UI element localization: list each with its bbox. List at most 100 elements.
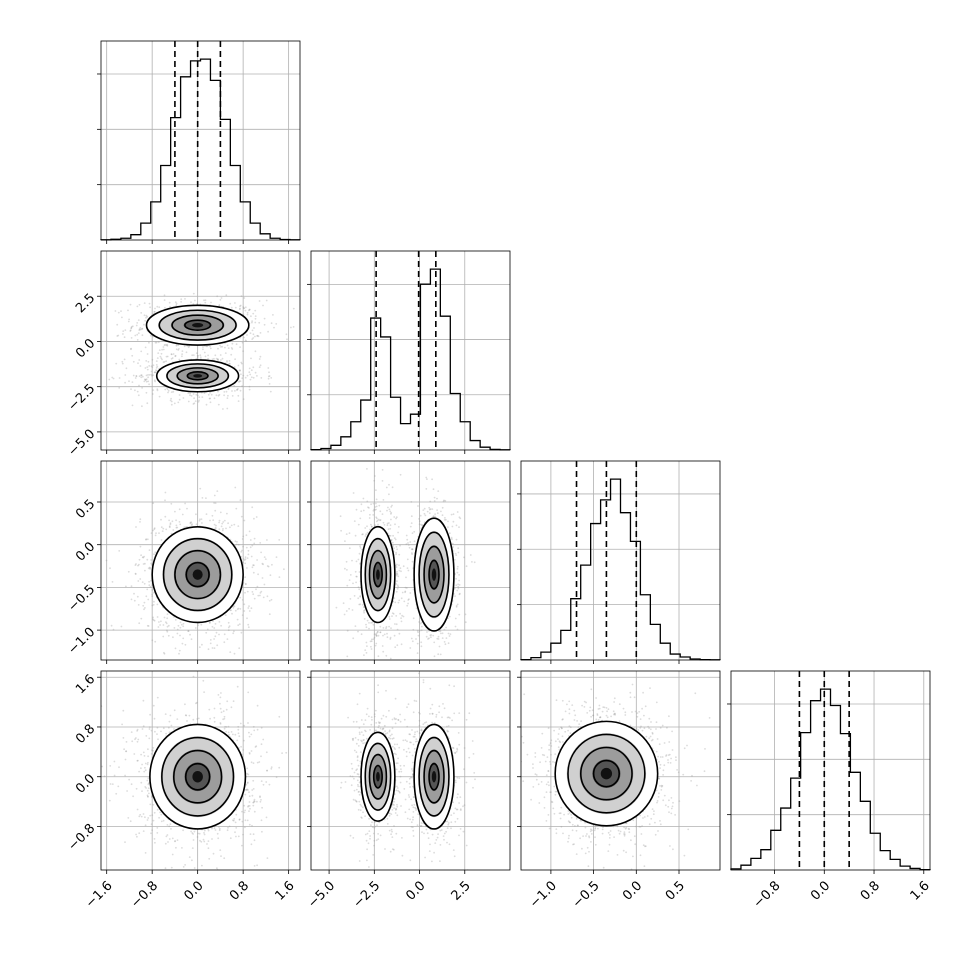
scatter-point [357,630,359,633]
scatter-point [227,347,230,349]
scatter-point [208,397,211,400]
scatter-point [246,311,249,314]
scatter-point [150,579,152,582]
scatter-point [144,319,147,322]
scatter-point [233,605,236,608]
scatter-point [187,392,190,394]
scatter-point [248,385,251,388]
scatter-point [391,504,393,507]
scatter-point [159,624,162,626]
scatter-point [387,506,389,509]
scatter-point [381,480,384,482]
scatter-point [443,641,446,643]
scatter-point [206,843,208,845]
scatter-point [379,631,382,634]
scatter-point [445,637,448,639]
scatter-point [146,624,149,627]
scatter-point [165,732,168,735]
scatter-point [447,526,449,528]
scatter-point [428,512,431,515]
scatter-point [145,391,148,394]
scatter-point [237,543,240,546]
scatter-point [223,391,226,393]
scatter-point [217,390,219,393]
scatter-point [393,547,395,550]
scatter-point [182,625,185,628]
scatter-point [252,571,255,574]
scatter-point [158,621,160,623]
scatter-point [438,645,441,648]
scatter-point [208,621,211,624]
scatter-point [381,513,384,515]
scatter-point [129,329,132,332]
scatter-point [245,546,248,549]
scatter-point [194,627,197,629]
scatter-point [143,555,146,558]
scatter-point [268,375,271,377]
scatter-point [140,374,143,377]
scatter-point [130,327,133,330]
scatter-point [209,717,212,720]
scatter-point [170,403,173,406]
scatter-point [271,563,273,566]
scatter-point [187,630,190,632]
scatter-point [163,360,166,363]
scatter-point [203,392,206,394]
scatter-point [227,629,230,632]
scatter-point [155,369,157,371]
scatter-point [124,381,126,384]
scatter-point [216,358,219,361]
scatter-point [437,638,440,640]
scatter-point [167,841,169,843]
scatter-point [238,647,241,650]
scatter-point [198,396,201,399]
scatter-point [141,405,143,408]
scatter-point [111,581,114,583]
scatter-point [133,592,135,595]
scatter-point [140,350,143,353]
scatter-point [135,375,138,377]
scatter-point [138,563,140,566]
scatter-point [229,609,232,612]
scatter-point [366,500,369,503]
scatter-point [246,374,249,377]
scatter-point [399,612,401,615]
scatter-point [137,362,139,365]
scatter-point [352,492,355,494]
scatter-point [248,367,251,370]
scatter-point [152,389,155,391]
scatter-point [151,604,154,607]
scatter-point [382,634,384,637]
scatter-point [254,315,257,317]
scatter-point [388,483,390,486]
scatter-point [252,564,255,566]
scatter-point [162,348,165,351]
scatter-point [255,516,258,518]
scatter-point [374,475,376,477]
scatter-point [239,346,242,348]
scatter-point [250,369,253,372]
scatter-point [145,538,147,541]
scatter-point [144,569,146,572]
contour-line [372,561,383,588]
scatter-point [423,521,426,523]
scatter-point [213,647,216,649]
scatter-point [244,376,247,379]
scatter-point [177,401,180,404]
scatter-point [213,720,216,723]
scatter-point [209,345,212,348]
scatter-point [125,367,128,370]
scatter-point [370,525,373,528]
contour-line [428,559,440,590]
scatter-point [175,524,178,527]
scatter-point [166,630,169,633]
scatter-point [163,294,166,297]
scatter-point [192,675,195,678]
scatter-point [374,506,377,508]
scatter-point [194,299,196,302]
scatter-point [410,522,413,524]
scatter-point [201,643,203,646]
scatter-point [143,608,145,611]
scatter-point [153,592,155,594]
scatter-point [458,613,461,616]
